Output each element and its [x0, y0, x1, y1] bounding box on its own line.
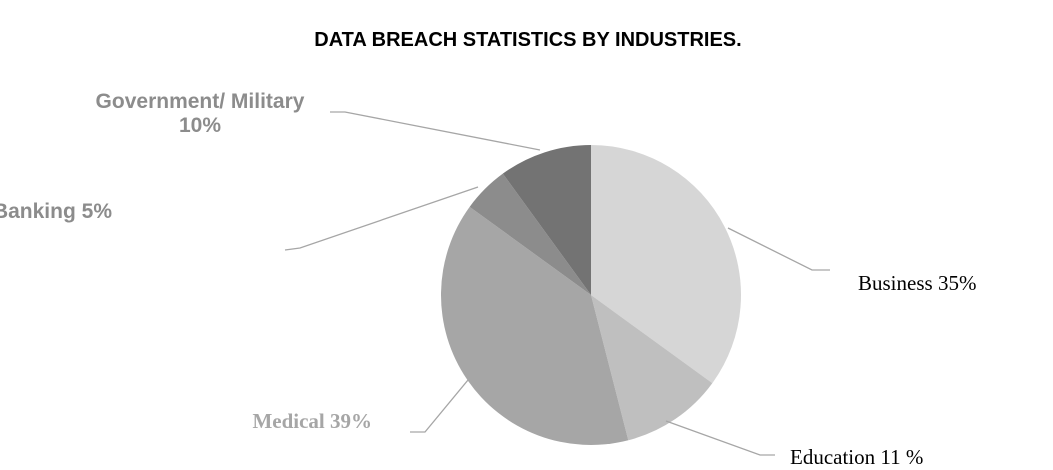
leader-line [330, 111, 541, 151]
value-label: 10% [179, 114, 221, 137]
value-label: 39% [330, 409, 372, 433]
data-label: Banking 5% [0, 200, 112, 223]
pie-slice [502, 145, 591, 295]
category-label: Government/ Military [96, 90, 305, 113]
data-label: Medical 39% [252, 409, 372, 433]
data-label: Business 35% [858, 271, 976, 295]
chart-title: DATA BREACH STATISTICS BY INDUSTRIES. [314, 29, 741, 51]
category-label: Education [790, 445, 876, 469]
data-label: Government/ Military 10% [96, 90, 305, 137]
leader-line [727, 227, 830, 271]
leader-line [284, 186, 479, 251]
pie-slice [591, 295, 713, 441]
leader-line [410, 379, 469, 433]
pie-slice [469, 173, 591, 295]
pie-slice [591, 145, 741, 384]
category-label: Medical [252, 409, 324, 433]
value-label: 5% [82, 200, 113, 223]
leader-line [665, 420, 775, 456]
category-label: Business [858, 271, 933, 295]
category-label: Banking [0, 200, 76, 223]
value-label: 11 % [880, 445, 923, 469]
data-label: Education 11 % [790, 445, 923, 469]
value-label: 35% [938, 271, 977, 295]
pie-slice [441, 206, 629, 445]
